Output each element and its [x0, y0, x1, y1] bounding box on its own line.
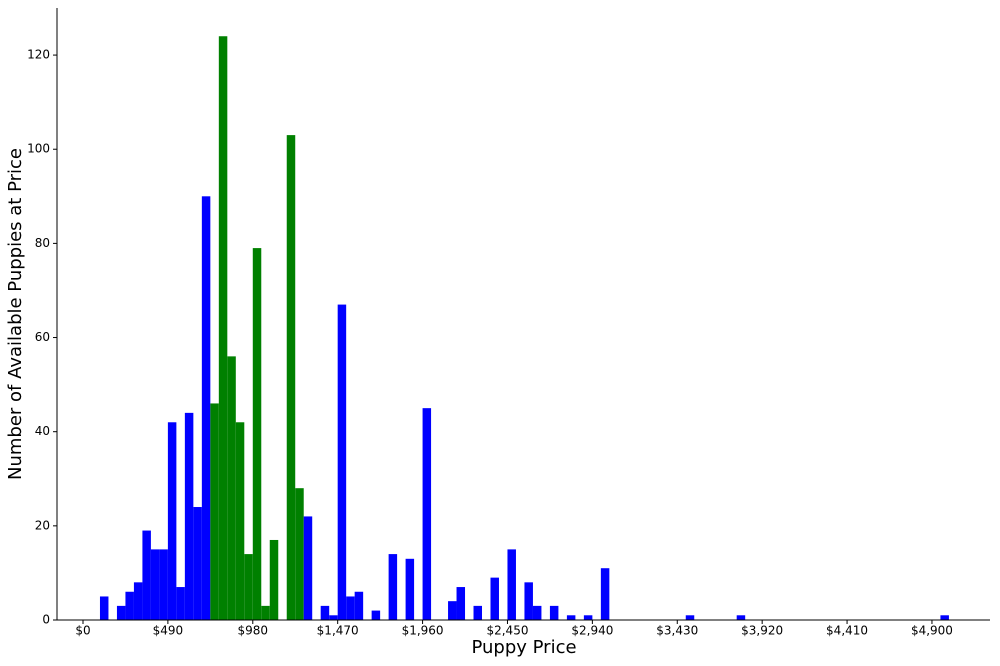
bar [507, 549, 516, 620]
bar [218, 36, 228, 620]
x-tick-label: $1,960 [402, 624, 444, 638]
y-tick-label: 120 [27, 48, 50, 62]
bar [150, 549, 160, 620]
bar [549, 605, 559, 620]
bar [456, 587, 466, 620]
x-tick-label: $4,410 [826, 624, 868, 638]
bar [252, 248, 262, 621]
bar [329, 615, 338, 620]
bar [388, 554, 398, 620]
x-tick-label: $980 [238, 624, 269, 638]
bar [116, 605, 126, 620]
bar [176, 587, 185, 620]
bar [125, 591, 134, 620]
y-axis-label: Number of Available Puppies at Price [5, 148, 26, 480]
bar [337, 304, 347, 620]
x-tick-label: $4,900 [911, 624, 953, 638]
bar [524, 582, 533, 620]
y-tick-label: 80 [35, 236, 50, 250]
bar [736, 615, 746, 620]
bar [261, 605, 270, 620]
bar [269, 539, 279, 620]
bar [167, 422, 177, 620]
bar [320, 605, 330, 620]
bar [346, 596, 355, 620]
bar [133, 582, 143, 620]
bar [422, 408, 432, 620]
bar [142, 530, 151, 620]
bar [227, 356, 236, 620]
bar [473, 605, 483, 620]
x-tick-label: $2,940 [571, 624, 613, 638]
bar [210, 403, 219, 620]
bar [685, 615, 695, 620]
x-tick-label: $3,430 [656, 624, 698, 638]
bar [184, 412, 194, 620]
bar [940, 615, 949, 620]
bar [354, 591, 364, 620]
bar [244, 554, 253, 620]
bar [193, 507, 202, 620]
bar [583, 615, 593, 620]
bar [235, 422, 245, 620]
bar [566, 615, 576, 620]
bar [532, 605, 542, 620]
y-tick-label: 40 [35, 424, 50, 438]
x-tick-label: $1,470 [317, 624, 359, 638]
bar [303, 516, 313, 620]
y-tick-label: 0 [42, 613, 50, 627]
x-tick-label: $2,450 [486, 624, 528, 638]
bar [448, 601, 457, 620]
bar [371, 610, 381, 620]
bar [405, 558, 415, 620]
bar [99, 596, 109, 620]
y-tick-label: 20 [35, 518, 50, 532]
y-tick-label: 60 [35, 330, 50, 344]
x-tick-label: $3,920 [741, 624, 783, 638]
bar [159, 549, 168, 620]
bar [600, 568, 610, 620]
y-tick-label: 100 [27, 142, 50, 156]
x-axis-label: Puppy Price [471, 637, 576, 658]
x-tick-label: $490 [153, 624, 184, 638]
bar [295, 488, 304, 620]
bar [201, 196, 211, 621]
x-tick-label: $0 [75, 624, 90, 638]
bar [490, 577, 499, 620]
bar [286, 135, 296, 620]
